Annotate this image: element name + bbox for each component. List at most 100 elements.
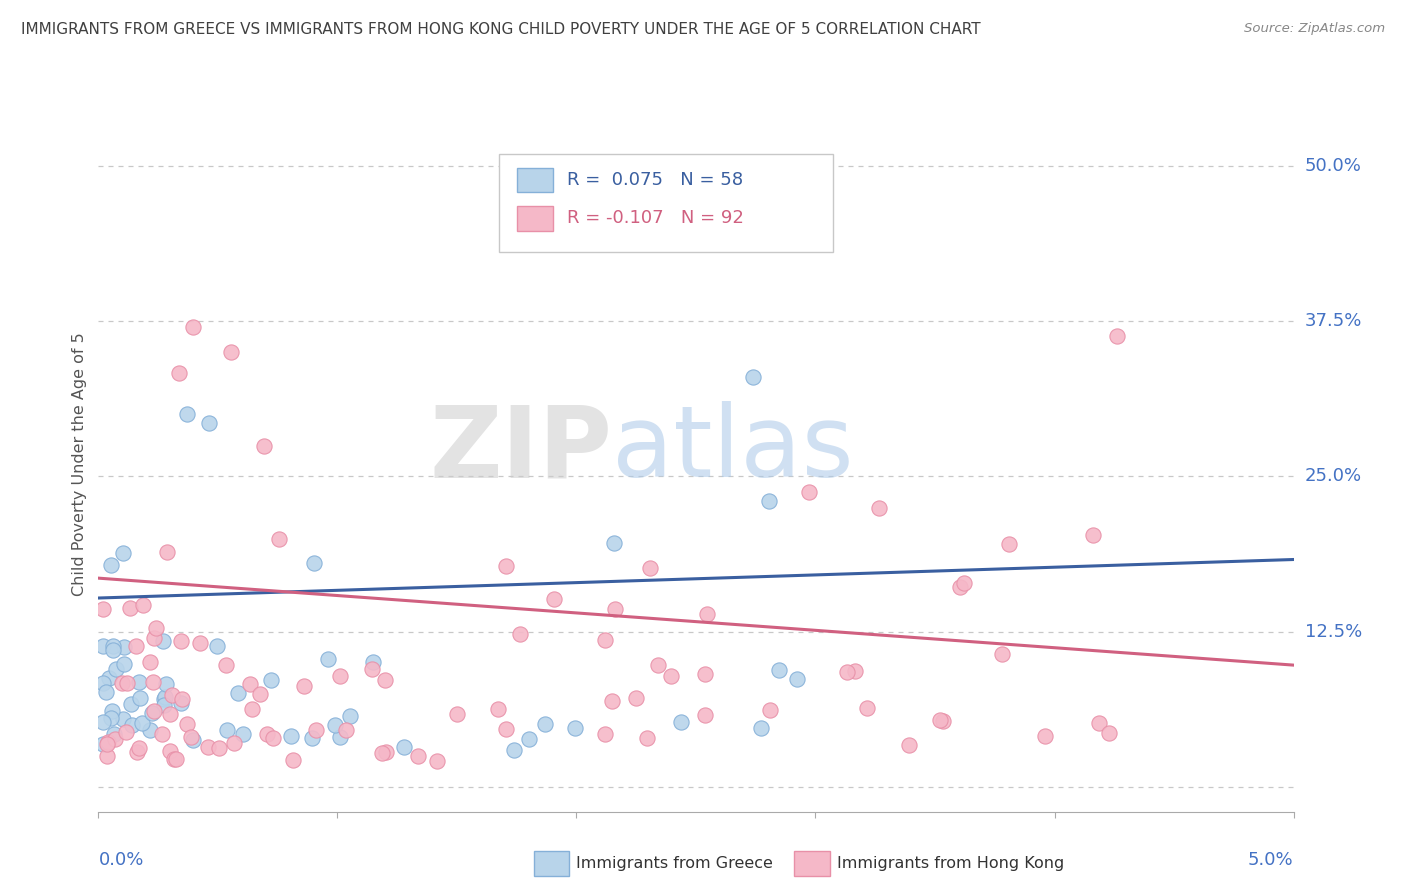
Text: 0.0%: 0.0% (98, 851, 143, 869)
Point (205, 640, 228, 654)
Point (176, 407, 198, 421)
Point (101, 643, 124, 657)
Point (281, 753, 304, 767)
Point (527, 184, 550, 198)
Point (181, 732, 204, 747)
Point (232, 726, 254, 740)
Point (638, 561, 661, 575)
Point (163, 752, 186, 766)
Point (335, 723, 357, 737)
Point (114, 725, 136, 739)
Point (112, 712, 135, 726)
Point (305, 723, 328, 737)
Point (101, 639, 124, 653)
Point (318, 652, 340, 666)
Point (101, 704, 124, 718)
Point (98, 671, 121, 685)
Point (929, 713, 952, 727)
Point (150, 727, 173, 741)
Point (636, 731, 658, 745)
Point (758, 493, 780, 508)
Point (533, 717, 555, 731)
Point (408, 749, 430, 764)
Point (143, 631, 166, 645)
Point (1097, 725, 1119, 739)
Point (176, 717, 198, 731)
Text: Immigrants from Greece: Immigrants from Greece (576, 856, 773, 871)
Point (659, 669, 682, 683)
Point (156, 545, 179, 559)
Point (269, 533, 291, 547)
Text: 25.0%: 25.0% (1305, 467, 1362, 485)
Point (197, 416, 219, 430)
Point (301, 731, 323, 746)
Point (253, 439, 276, 453)
Point (768, 663, 790, 677)
Point (128, 675, 150, 690)
Point (103, 727, 125, 741)
Point (249, 687, 271, 701)
Point (898, 738, 921, 752)
Point (749, 721, 772, 735)
Text: atlas: atlas (612, 401, 853, 499)
Point (183, 320, 205, 334)
Point (170, 692, 193, 706)
Point (647, 657, 669, 672)
Text: Source: ZipAtlas.com: Source: ZipAtlas.com (1244, 22, 1385, 36)
Point (215, 657, 238, 672)
Point (280, 729, 302, 743)
Point (131, 715, 153, 730)
Point (240, 701, 263, 715)
Point (486, 702, 509, 716)
Point (125, 745, 148, 759)
Point (669, 714, 692, 729)
Point (502, 742, 524, 756)
Point (256, 727, 278, 741)
Point (94, 685, 117, 699)
Point (603, 536, 626, 550)
Point (1083, 528, 1105, 542)
Point (868, 500, 890, 515)
Point (111, 676, 134, 690)
Point (167, 366, 190, 380)
Point (152, 634, 174, 648)
Point (1033, 729, 1056, 743)
Text: 5.0%: 5.0% (1249, 851, 1294, 869)
Point (953, 575, 976, 590)
Point (112, 546, 135, 560)
Point (605, 602, 627, 616)
Point (155, 690, 177, 704)
Point (91, 676, 114, 690)
Point (695, 667, 717, 681)
Point (799, 484, 821, 499)
Point (509, 626, 531, 640)
Point (125, 639, 148, 653)
Point (392, 739, 415, 754)
Point (1107, 328, 1129, 343)
Point (262, 731, 284, 745)
Point (426, 754, 449, 768)
Point (1088, 716, 1111, 731)
Text: 37.5%: 37.5% (1305, 312, 1362, 330)
Point (170, 696, 193, 710)
Point (100, 558, 122, 572)
Point (120, 697, 142, 711)
Point (141, 706, 163, 720)
Point (129, 690, 152, 705)
Point (543, 591, 565, 606)
Point (91, 602, 114, 616)
Point (932, 714, 955, 728)
Point (155, 677, 177, 691)
Point (118, 600, 141, 615)
Point (593, 633, 616, 648)
Point (370, 746, 392, 760)
Point (593, 727, 616, 741)
Point (600, 694, 623, 708)
Point (188, 636, 211, 650)
Point (835, 665, 858, 679)
Point (991, 647, 1014, 661)
Text: Immigrants from Hong Kong: Immigrants from Hong Kong (837, 856, 1064, 871)
Point (96, 737, 118, 751)
Point (446, 707, 468, 722)
Point (495, 558, 517, 573)
